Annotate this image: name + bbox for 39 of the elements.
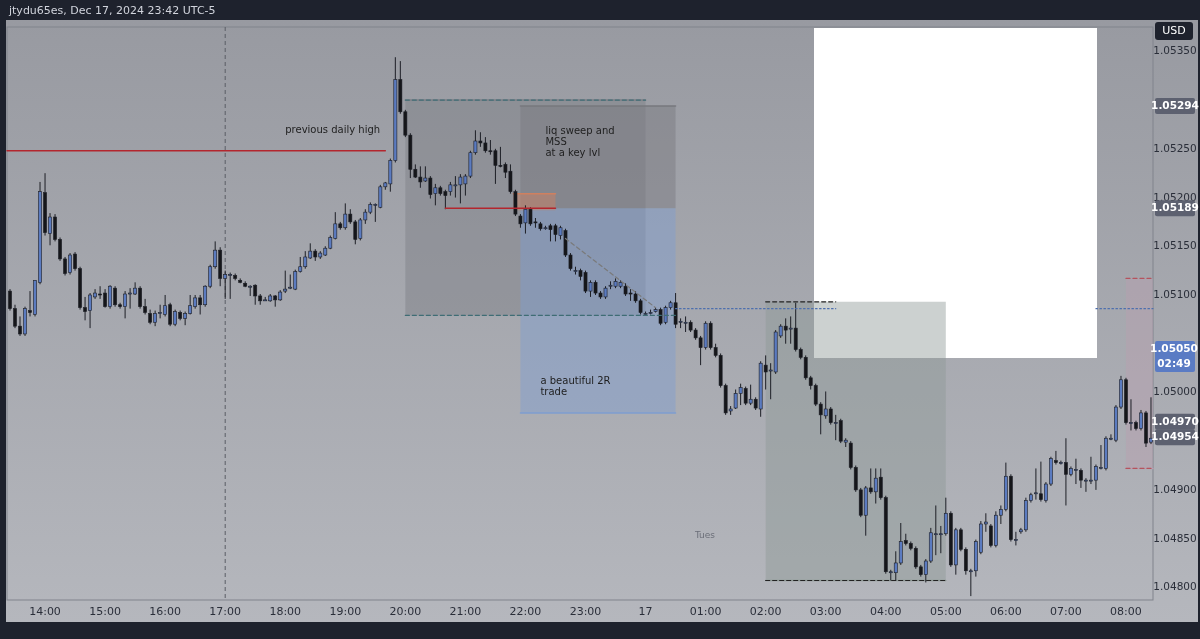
- y-tick-label: 1.05100: [1153, 287, 1197, 300]
- x-tick-label: 06:00: [990, 605, 1022, 618]
- annotation: 1.04954: [1151, 430, 1199, 443]
- annotation: 1.04970: [1151, 414, 1199, 427]
- x-tick-label: 03:00: [809, 605, 842, 618]
- x-tick-label: 22:00: [509, 605, 542, 618]
- x-tick-label: 23:00: [569, 605, 602, 618]
- annotation: 1.05189: [1151, 201, 1199, 214]
- x-tick-label: 07:00: [1050, 605, 1082, 618]
- x-tick-label: 01:00: [689, 605, 722, 618]
- text: USD: [1162, 24, 1186, 37]
- x-tick-label: 14:00: [29, 605, 61, 618]
- x-tick-label: 16:00: [149, 605, 181, 618]
- x-tick-label: 20:00: [389, 605, 422, 618]
- x-tick-label: 02:00: [749, 605, 782, 618]
- y-tick-label: 1.05150: [1153, 239, 1197, 252]
- annotation: previous daily high: [285, 123, 381, 135]
- y-tick-label: 1.04850: [1153, 531, 1197, 544]
- x-tick-label: 18:00: [269, 605, 302, 618]
- annotation: Tues: [693, 529, 716, 540]
- y-tick-label: 1.04800: [1153, 580, 1197, 593]
- x-tick-label: 08:00: [1110, 605, 1142, 618]
- x-tick-label: 17:00: [209, 605, 242, 618]
- y-tick-label: 1.04900: [1153, 482, 1197, 495]
- x-tick-label: 15:00: [89, 605, 121, 618]
- annotation: liq sweep and MSS at a key lvl: [545, 124, 615, 158]
- y-tick-label: 1.05250: [1153, 141, 1197, 154]
- chart-title: jtydu65es, Dec 17, 2024 23:42 UTC-5: [8, 4, 216, 17]
- y-tick-label: 1.05000: [1153, 385, 1197, 398]
- annotation: 1.05050 02:49: [1150, 342, 1198, 369]
- annotation: 1.05294: [1151, 98, 1199, 111]
- x-tick-label: 21:00: [449, 605, 482, 618]
- x-tick-label: 05:00: [929, 605, 962, 618]
- x-tick-label: 04:00: [869, 605, 902, 618]
- x-tick-label: 19:00: [329, 605, 362, 618]
- annotation: a beautiful 2R trade: [540, 374, 611, 397]
- y-tick-label: 1.05200: [1153, 190, 1197, 203]
- x-tick-label: 17: [638, 605, 653, 618]
- y-tick-label: 1.05350: [1153, 44, 1197, 57]
